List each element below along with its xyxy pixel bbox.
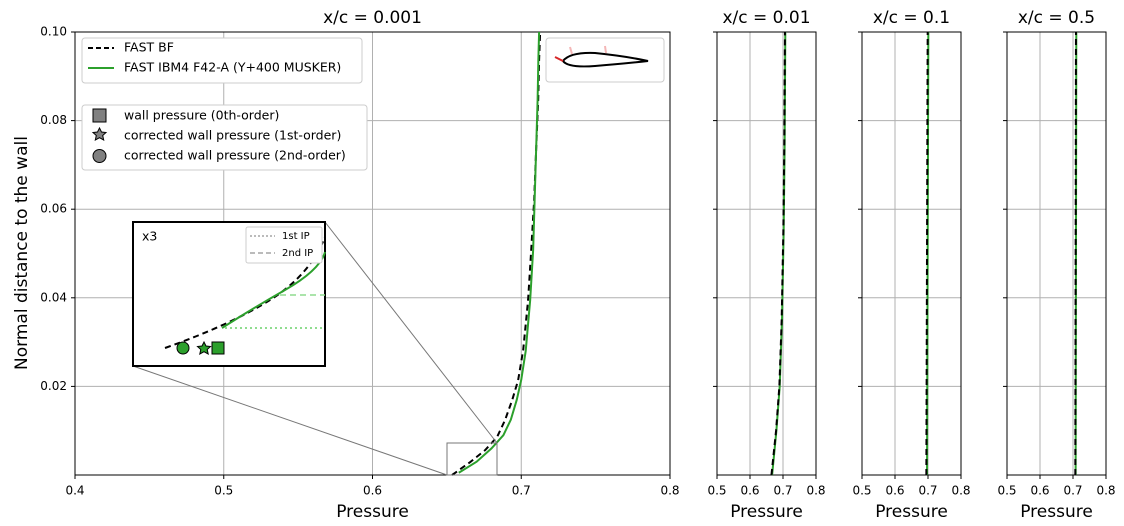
x-tick-label: 0.5 bbox=[997, 484, 1016, 498]
axes-frame bbox=[74, 31, 671, 476]
x-tick-label: 0.6 bbox=[363, 484, 382, 498]
series-line bbox=[458, 31, 541, 474]
inset-marker bbox=[196, 340, 212, 355]
y-axis-label: Normal distance to the wall bbox=[12, 136, 32, 370]
x-axis-label: Pressure bbox=[1020, 502, 1093, 522]
series-line bbox=[1074, 31, 1077, 476]
x-tick-label: 0.7 bbox=[1063, 484, 1082, 498]
legend-marker bbox=[91, 126, 108, 141]
x-tick-label: 0.7 bbox=[512, 484, 531, 498]
airfoil-inset bbox=[545, 37, 665, 83]
legend-label: FAST IBM4 F42-A (Y+400 MUSKER) bbox=[124, 60, 341, 75]
x-tick-label: 0.8 bbox=[1096, 484, 1115, 498]
panel-title: x/c = 0.001 bbox=[323, 8, 422, 28]
x-tick-label: 0.8 bbox=[806, 484, 825, 498]
legend-label: FAST BF bbox=[124, 40, 174, 55]
x-tick-label: 0.6 bbox=[1030, 484, 1049, 498]
x-tick-label: 0.5 bbox=[852, 484, 871, 498]
panel-title: x/c = 0.1 bbox=[873, 8, 950, 28]
airfoil-marker bbox=[554, 56, 564, 62]
legend-label: wall pressure (0th-order) bbox=[124, 108, 279, 123]
annotations: x3 1st IP 2nd IP wall pressure (0th-orde… bbox=[81, 37, 665, 476]
x-tick-label: 0.8 bbox=[660, 484, 679, 498]
y-tick-label: 0.02 bbox=[40, 379, 67, 393]
x-tick-label: 0.7 bbox=[773, 484, 792, 498]
inset-marker bbox=[211, 341, 225, 355]
inset-legend-label: 1st IP bbox=[282, 231, 310, 242]
axes-frame bbox=[861, 31, 962, 476]
x-tick-label: 0.7 bbox=[918, 484, 937, 498]
panel-title: x/c = 0.01 bbox=[722, 8, 810, 28]
x-tick-label: 0.8 bbox=[951, 484, 970, 498]
axes-frame bbox=[1006, 31, 1107, 476]
x-axis-label: Pressure bbox=[875, 502, 948, 522]
airfoil-marker bbox=[569, 46, 573, 55]
airfoil-marker bbox=[604, 45, 607, 54]
zoom-box bbox=[446, 442, 498, 476]
legend bbox=[81, 104, 368, 171]
legend-marker bbox=[92, 108, 107, 123]
legend-label: corrected wall pressure (1st-order) bbox=[124, 128, 341, 143]
panel-title: x/c = 0.5 bbox=[1018, 8, 1095, 28]
x-tick-label: 0.6 bbox=[740, 484, 759, 498]
series-line bbox=[925, 31, 929, 476]
legend bbox=[81, 37, 363, 84]
series-line bbox=[451, 31, 542, 476]
y-tick-label: 0.08 bbox=[40, 113, 67, 127]
x-tick-label: 0.5 bbox=[214, 484, 233, 498]
inset-label: x3 bbox=[142, 229, 157, 244]
axes-frame bbox=[716, 31, 817, 476]
inset-legend-label: 2nd IP bbox=[282, 248, 313, 259]
series-line bbox=[770, 31, 786, 476]
y-tick-label: 0.10 bbox=[40, 25, 67, 39]
x-tick-label: 0.4 bbox=[65, 484, 84, 498]
y-tick-label: 0.04 bbox=[40, 290, 67, 304]
x-tick-label: 0.5 bbox=[707, 484, 726, 498]
legend-marker bbox=[92, 149, 107, 163]
inset-legend bbox=[245, 226, 323, 264]
inset-marker bbox=[176, 341, 190, 355]
airfoil bbox=[561, 51, 649, 68]
y-tick-label: 0.06 bbox=[40, 202, 67, 216]
legend-label: corrected wall pressure (2nd-order) bbox=[124, 148, 346, 163]
x-tick-label: 0.6 bbox=[885, 484, 904, 498]
connector bbox=[132, 365, 448, 476]
connector bbox=[324, 221, 498, 444]
x-axis-label: Pressure bbox=[730, 502, 803, 522]
x-axis-label: Pressure bbox=[336, 502, 409, 522]
